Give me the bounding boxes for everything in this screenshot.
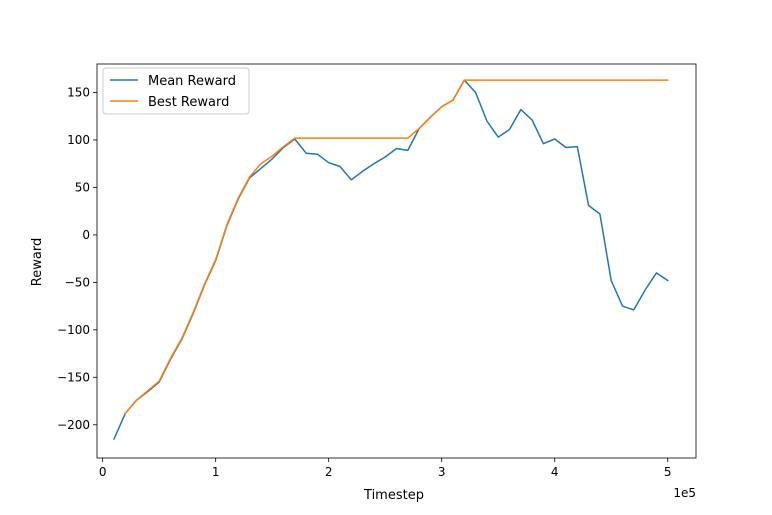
y-tick-label: −150 [57, 370, 90, 384]
y-tick-label: 50 [75, 180, 90, 194]
y-tick-label: −100 [57, 323, 90, 337]
y-tick-label: 0 [82, 228, 90, 242]
x-axis-label: Timestep [363, 488, 424, 503]
legend: Mean Reward Best Reward [102, 67, 250, 115]
legend-label-best-reward: Best Reward [148, 95, 229, 110]
series-layer [113, 79, 669, 440]
y-tick-label: 150 [67, 85, 90, 99]
series-line-best-reward [124, 79, 669, 415]
y-tick-label: −50 [65, 275, 90, 289]
x-tick-label: 1 [212, 465, 220, 479]
x-tick-label: 5 [664, 465, 672, 479]
y-tick-label: 100 [67, 133, 90, 147]
y-axis-label: Reward [30, 238, 45, 286]
y-tick-label: −200 [57, 418, 90, 432]
axes-layer: 0 1 2 3 4 5 −200 −150 −100 −50 0 50 100 150 [57, 63, 697, 479]
x-offset-label: 1e5 [673, 486, 696, 500]
plot-frame [96, 63, 697, 459]
x-tick-label: 0 [99, 465, 107, 479]
x-tick-label: 4 [551, 465, 559, 479]
x-tick-label: 3 [438, 465, 446, 479]
x-tick-label: 2 [325, 465, 333, 479]
legend-frame [102, 67, 250, 115]
legend-label-mean-reward: Mean Reward [148, 74, 236, 89]
